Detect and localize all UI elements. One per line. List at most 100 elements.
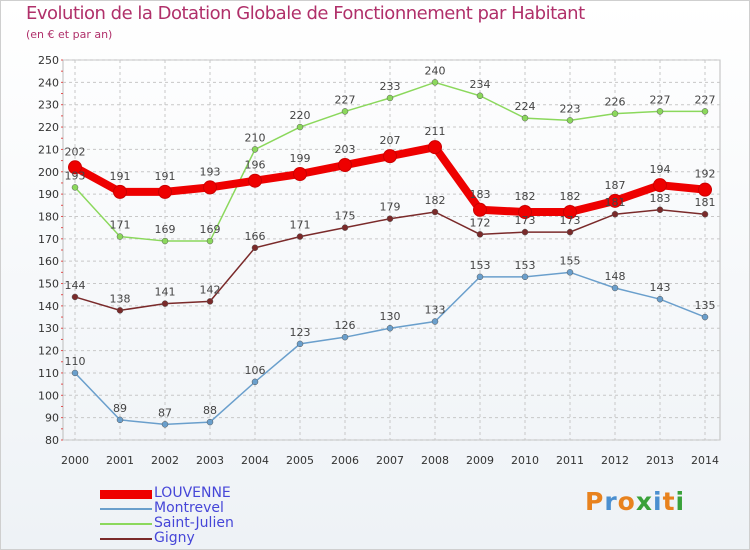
x-tick-label: 2010: [511, 454, 539, 467]
chart-title: Evolution de la Dotation Globale de Fonc…: [26, 3, 585, 24]
data-point-montrevel: [431, 318, 439, 325]
data-label-montrevel: 130: [380, 310, 401, 323]
data-label-gigny: 141: [155, 286, 176, 299]
data-point-louvenne: [68, 160, 82, 175]
data-point-saint-julien: [521, 114, 529, 122]
x-tick-label: 2008: [421, 454, 449, 467]
data-label-montrevel: 89: [113, 402, 127, 415]
data-label-saint-julien: 220: [290, 109, 311, 122]
data-label-louvenne: 187: [605, 179, 626, 192]
chart-legend: LOUVENNE Montrevel Saint-Julien Gigny: [100, 485, 300, 547]
data-point-louvenne: [293, 167, 307, 181]
x-tick-label: 2014: [691, 454, 719, 467]
data-label-montrevel: 106: [245, 364, 266, 377]
data-point-louvenne: [248, 173, 262, 188]
data-label-saint-julien: 223: [560, 102, 581, 115]
data-label-montrevel: 155: [560, 254, 581, 267]
data-label-saint-julien: 233: [380, 80, 401, 93]
data-point-gigny: [701, 210, 709, 218]
data-label-gigny: 179: [380, 201, 401, 214]
data-label-saint-julien: 224: [515, 100, 536, 113]
y-tick-label: 170: [38, 233, 59, 246]
data-point-gigny: [161, 300, 169, 307]
x-tick-label: 2012: [601, 454, 629, 467]
data-point-gigny: [656, 206, 664, 214]
data-point-montrevel: [566, 269, 574, 276]
data-point-louvenne: [158, 184, 172, 199]
data-label-montrevel: 126: [335, 319, 356, 332]
data-label-gigny: 173: [560, 214, 581, 227]
legend-item: LOUVENNE: [100, 485, 300, 502]
data-point-gigny: [386, 215, 394, 222]
y-tick-label: 220: [38, 121, 59, 134]
legend-label: LOUVENNE: [154, 485, 231, 501]
data-point-montrevel: [701, 313, 709, 321]
legend-swatch: [100, 523, 152, 525]
data-label-gigny: 181: [605, 196, 626, 209]
logo-letter: t: [662, 487, 676, 516]
legend-swatch: [100, 508, 152, 510]
x-tick-label: 2000: [61, 454, 89, 467]
y-tick-label: 90: [45, 412, 59, 425]
data-point-louvenne: [473, 202, 487, 217]
data-point-montrevel: [656, 295, 664, 303]
data-point-saint-julien: [701, 108, 709, 115]
data-label-montrevel: 123: [290, 326, 311, 339]
data-point-gigny: [566, 228, 574, 236]
legend-label: Montrevel: [154, 500, 224, 516]
logo-letter: r: [604, 487, 618, 516]
data-label-louvenne: 203: [335, 143, 356, 156]
data-point-saint-julien: [386, 94, 394, 102]
data-label-louvenne: 199: [290, 152, 311, 165]
data-label-saint-julien: 171: [110, 219, 131, 232]
data-point-gigny: [341, 224, 349, 231]
data-label-gigny: 175: [335, 210, 356, 223]
logo-letter: i: [653, 487, 663, 516]
data-point-saint-julien: [71, 184, 79, 191]
legend-label: Saint-Julien: [154, 515, 234, 531]
data-label-montrevel: 110: [65, 355, 86, 368]
y-tick-label: 180: [38, 210, 59, 223]
logo-letter: P: [585, 487, 605, 516]
y-tick-label: 100: [38, 389, 59, 402]
y-tick-label: 80: [45, 434, 59, 447]
data-point-montrevel: [251, 378, 259, 386]
data-point-louvenne: [608, 193, 622, 208]
data-point-montrevel: [521, 273, 529, 281]
data-label-saint-julien: 227: [650, 93, 671, 106]
x-tick-label: 2009: [466, 454, 494, 467]
data-point-gigny: [71, 293, 79, 301]
data-point-saint-julien: [476, 92, 484, 100]
data-point-saint-julien: [611, 110, 619, 117]
data-point-montrevel: [341, 333, 349, 341]
data-point-saint-julien: [251, 146, 259, 153]
data-point-montrevel: [116, 416, 124, 424]
x-tick-label: 2013: [646, 454, 674, 467]
data-point-saint-julien: [161, 237, 169, 245]
y-tick-label: 110: [38, 367, 59, 380]
data-point-saint-julien: [341, 108, 349, 115]
x-tick-label: 2004: [241, 454, 269, 467]
data-label-montrevel: 88: [203, 404, 217, 417]
y-tick-label: 190: [38, 188, 59, 201]
x-tick-label: 2002: [151, 454, 179, 467]
legend-swatch: [100, 489, 152, 499]
x-tick-label: 2005: [286, 454, 314, 467]
data-label-louvenne: 202: [65, 145, 86, 158]
data-label-gigny: 138: [110, 292, 131, 305]
data-label-saint-julien: 240: [425, 64, 446, 77]
data-label-saint-julien: 210: [245, 131, 266, 144]
data-label-montrevel: 148: [605, 270, 626, 283]
data-point-montrevel: [161, 421, 169, 428]
data-point-louvenne: [698, 182, 712, 197]
x-tick-label: 2007: [376, 454, 404, 467]
data-point-montrevel: [476, 273, 484, 281]
x-tick-label: 2006: [331, 454, 359, 467]
data-label-louvenne: 196: [245, 159, 266, 172]
data-point-gigny: [521, 228, 529, 236]
proxiti-logo: Proxiti: [585, 487, 685, 516]
data-label-louvenne: 182: [560, 190, 581, 203]
data-point-louvenne: [113, 184, 127, 199]
